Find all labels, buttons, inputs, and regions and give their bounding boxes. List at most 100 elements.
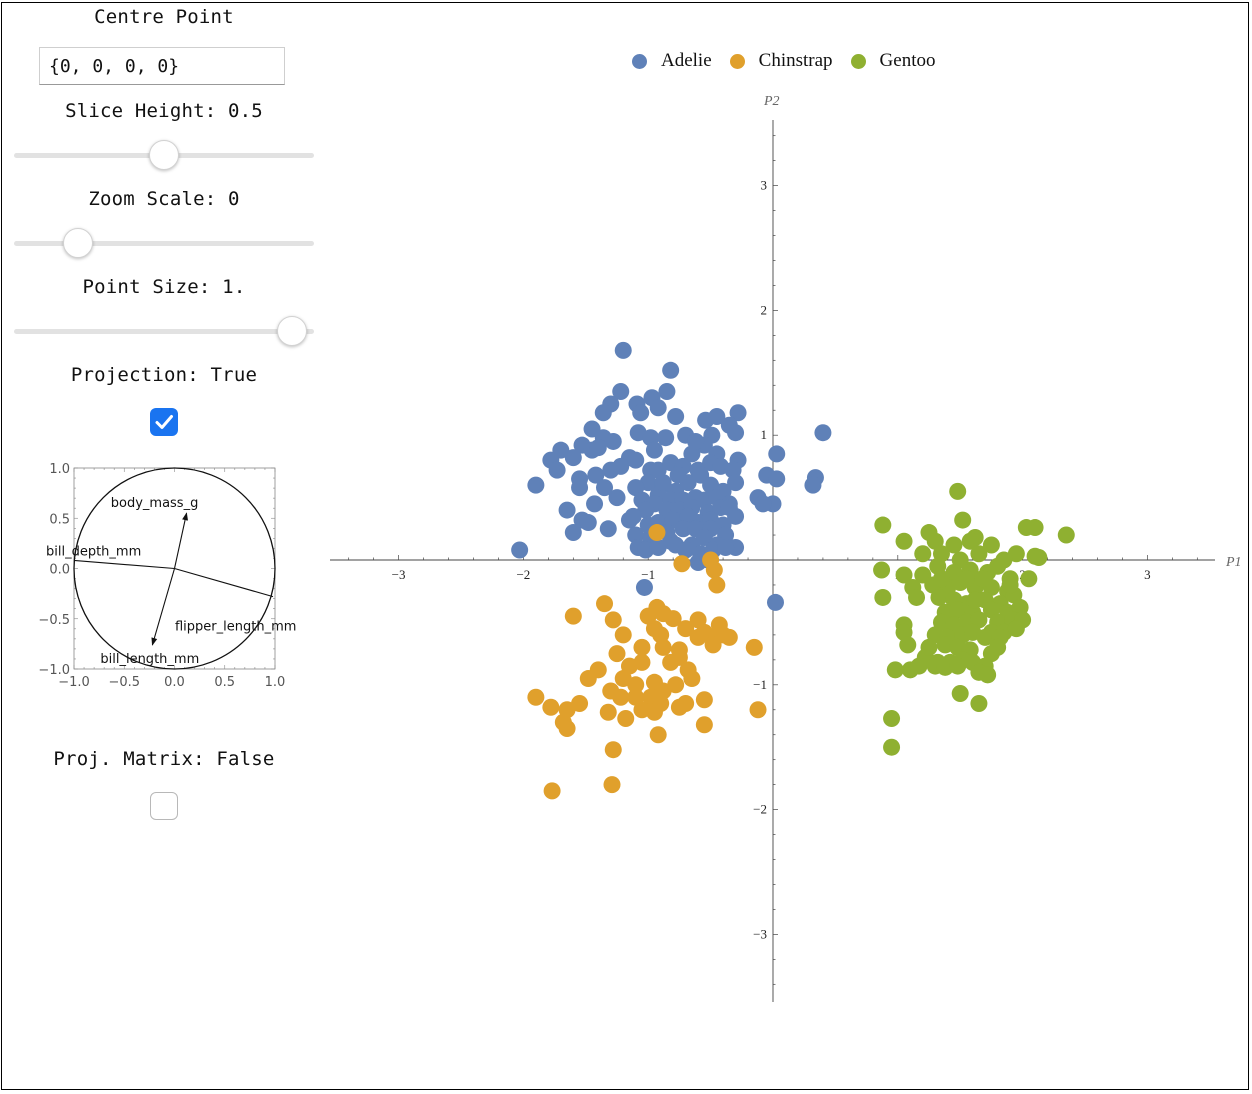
data-point	[645, 620, 663, 638]
data-point	[511, 541, 529, 559]
data-point	[587, 466, 605, 484]
data-point	[558, 501, 576, 519]
loading-vector	[151, 568, 176, 646]
x-tick-label: −1	[641, 567, 655, 582]
data-point	[677, 541, 695, 559]
data-point	[632, 404, 650, 422]
data-point	[949, 657, 967, 675]
data-point	[708, 407, 726, 425]
data-point	[873, 561, 891, 579]
data-point	[936, 658, 954, 676]
data-point	[970, 545, 988, 563]
slider-track	[14, 329, 314, 334]
data-point	[664, 610, 682, 628]
series-gentoo	[873, 482, 1075, 756]
data-point	[624, 507, 642, 525]
data-point	[989, 557, 1007, 575]
data-point	[970, 695, 988, 713]
data-point	[617, 709, 635, 727]
x-tick-label: 0.5	[214, 675, 235, 690]
data-point	[1020, 570, 1038, 588]
data-point	[899, 636, 917, 654]
series-chinstrap	[527, 524, 767, 800]
data-point	[654, 474, 672, 492]
data-point	[974, 570, 992, 588]
y-tick-label: −3	[753, 926, 767, 941]
slider-thumb[interactable]	[277, 316, 307, 346]
data-point	[766, 593, 784, 611]
data-point	[989, 638, 1007, 656]
data-point	[727, 474, 745, 492]
y-tick-label: 1.0	[49, 462, 70, 477]
legend-marker	[729, 53, 745, 69]
slice-height-slider[interactable]	[14, 136, 314, 176]
data-point	[627, 451, 645, 469]
vector-label: body_mass_g	[111, 496, 199, 511]
data-point	[674, 520, 692, 538]
proj-matrix-checkbox[interactable]	[150, 792, 178, 820]
data-point	[930, 588, 948, 606]
centre-point-input[interactable]	[39, 47, 285, 85]
data-point	[649, 726, 667, 744]
data-point	[564, 449, 582, 467]
projection-label: Projection: True	[70, 364, 258, 386]
data-point	[768, 470, 786, 488]
projection-checkbox[interactable]	[150, 408, 178, 436]
data-point	[883, 738, 901, 756]
data-point	[727, 424, 745, 442]
data-point	[633, 653, 651, 671]
slider-thumb[interactable]	[63, 228, 93, 258]
data-point	[589, 439, 607, 457]
legend-marker	[632, 53, 647, 69]
data-point	[957, 570, 975, 588]
data-point	[1007, 620, 1025, 638]
data-point	[527, 476, 545, 494]
y-tick-label: 3	[761, 178, 768, 193]
data-point	[579, 670, 597, 688]
zoom-scale-slider[interactable]	[14, 224, 314, 264]
data-point	[945, 536, 963, 554]
vector-label: bill_length_mm	[100, 652, 199, 667]
data-point	[583, 420, 601, 438]
centre-point-label: Centre Point	[94, 6, 234, 28]
data-point	[635, 578, 653, 596]
data-point	[658, 383, 676, 401]
data-point	[603, 776, 621, 794]
point-size-label: Point Size: 1.	[82, 276, 246, 298]
data-point	[729, 404, 747, 422]
data-point	[932, 570, 950, 588]
y-axis-label: P2	[763, 94, 780, 109]
data-point	[695, 691, 713, 709]
data-point	[949, 482, 967, 500]
data-point	[714, 626, 732, 644]
data-point	[895, 532, 913, 550]
data-point	[633, 638, 651, 656]
legend-label: Gentoo	[879, 50, 936, 71]
data-point	[558, 719, 576, 737]
data-point	[542, 698, 560, 716]
slider-thumb[interactable]	[149, 140, 179, 170]
x-tick-label: 0.0	[164, 675, 185, 690]
data-point	[914, 545, 932, 563]
data-point	[804, 476, 822, 494]
data-point	[886, 661, 904, 679]
data-point	[961, 532, 979, 550]
data-point	[683, 670, 701, 688]
data-point	[662, 361, 680, 379]
legend-item-adelie: Adelie	[632, 50, 712, 72]
data-point	[670, 641, 688, 659]
y-tick-label: −2	[753, 802, 767, 817]
data-point	[979, 666, 997, 684]
data-point	[645, 441, 663, 459]
point-size-slider[interactable]	[14, 312, 314, 352]
data-point	[1026, 519, 1044, 537]
series-adelie	[511, 341, 832, 611]
data-point	[648, 524, 666, 542]
legend-item-chinstrap: Chinstrap	[729, 50, 833, 72]
data-point	[949, 601, 967, 619]
x-axis-label: P1	[1225, 555, 1242, 570]
data-point	[908, 588, 926, 606]
data-point	[670, 698, 688, 716]
vector-label: flipper_length_mm	[175, 620, 296, 635]
proj-matrix-label: Proj. Matrix: False	[53, 748, 275, 770]
